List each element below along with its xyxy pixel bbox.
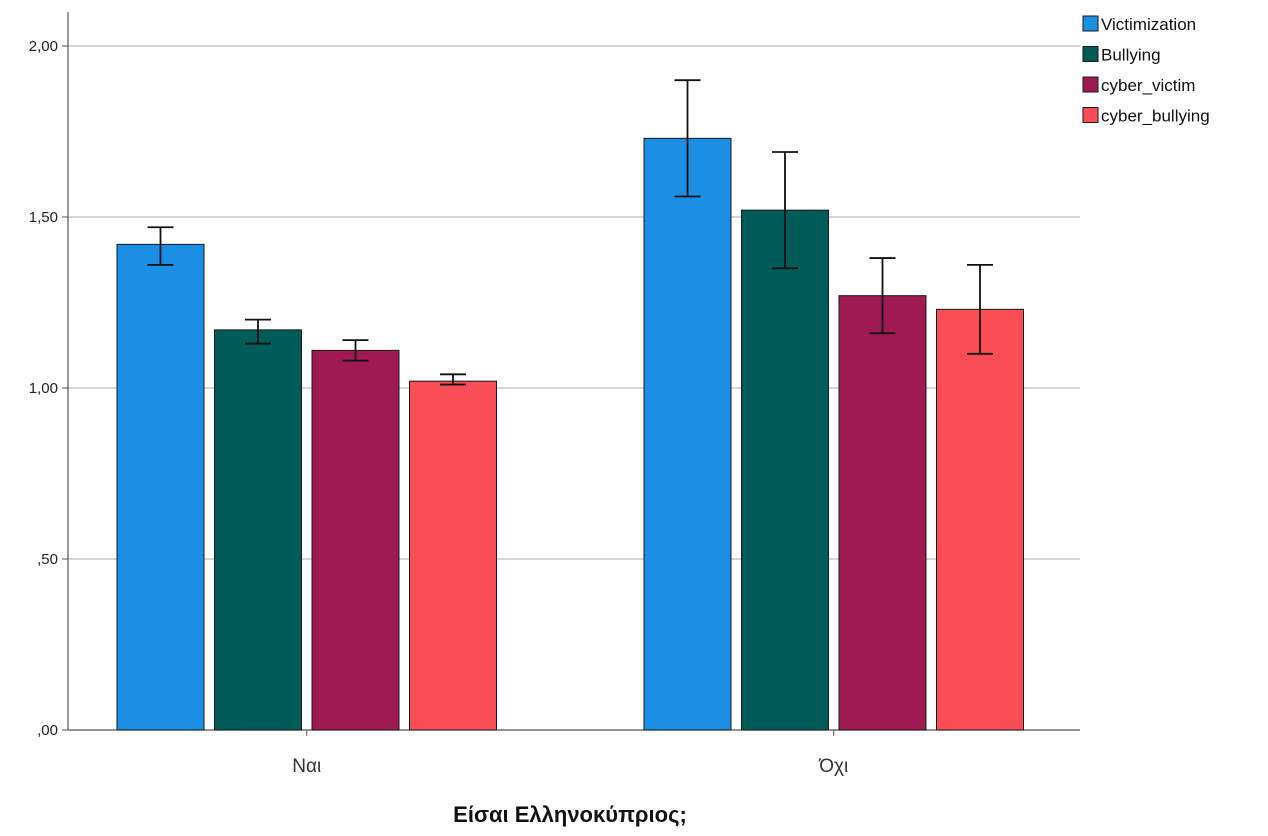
legend-swatch	[1082, 107, 1099, 123]
y-tick-label: 2,00	[29, 38, 58, 55]
bar-cyber-victim	[838, 295, 927, 731]
x-axis-title: Είσαι Ελληνοκύπριος;	[453, 802, 687, 827]
bar-victimization	[116, 243, 205, 731]
bar-victimization	[643, 137, 732, 731]
legend-label: cyber_victim	[1101, 76, 1195, 95]
bar-cyber-bullying	[936, 308, 1024, 731]
legend-swatch	[1082, 46, 1099, 62]
error-bars	[147, 79, 993, 386]
legend-label: Bullying	[1101, 46, 1161, 65]
legend-label: cyber_bullying	[1101, 107, 1210, 126]
legend-swatch	[1082, 76, 1099, 93]
bar-bullying	[214, 329, 302, 731]
bar-bullying	[741, 209, 829, 731]
y-tick-label: ,00	[37, 722, 58, 739]
legend-swatch	[1082, 15, 1099, 32]
bars	[116, 137, 1024, 731]
y-tick-label: ,50	[37, 551, 58, 568]
legend: Victimization Bullying cyber_victim cyber_b…	[1082, 15, 1210, 126]
y-tick-label: 1,50	[29, 209, 58, 226]
x-category-label: Ναι	[292, 756, 321, 777]
x-category-label: Όχι	[818, 756, 848, 777]
y-tick-label: 1,00	[29, 380, 58, 397]
legend-label: Victimization	[1101, 15, 1196, 34]
axis-labels: Είσαι Ελληνοκύπριος; ,00 ,50 1,00 1,50 2,00 Ν…	[29, 38, 848, 827]
bar-cyber-victim	[311, 349, 400, 731]
bar-cyber-bullying	[409, 380, 497, 731]
